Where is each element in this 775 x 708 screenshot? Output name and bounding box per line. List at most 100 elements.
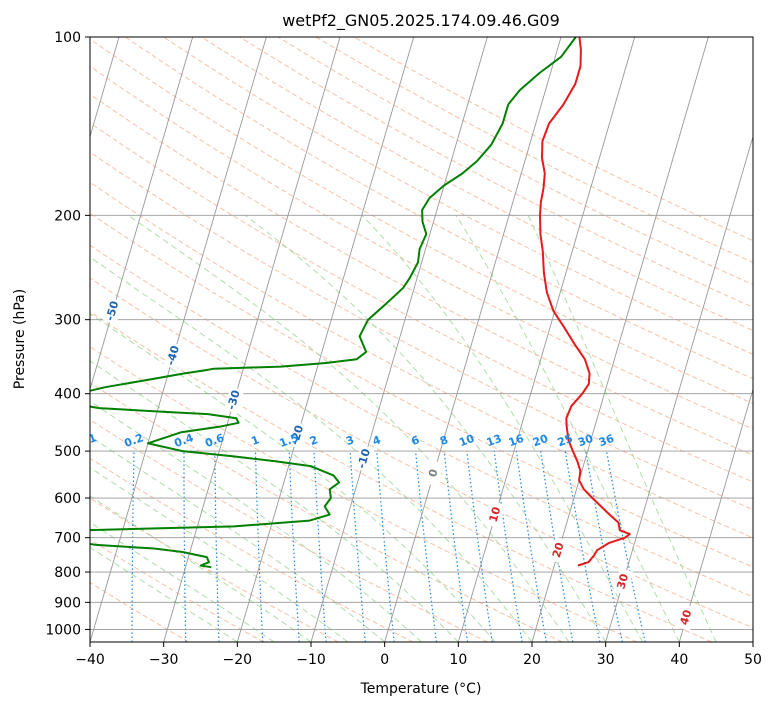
- dry-adiabat-line: [90, 538, 264, 642]
- x-tick-label: 40: [670, 652, 688, 668]
- mixing-ratio-line: [214, 451, 220, 642]
- y-tick-label: 700: [54, 531, 81, 547]
- mixing-ratio-label: 0.2: [122, 431, 145, 450]
- isotherm-line: [90, 37, 267, 642]
- isotherm-label: 10: [487, 505, 504, 524]
- y-tick-label: 300: [54, 313, 81, 329]
- mixing-ratio-label: 4: [371, 433, 383, 448]
- mixing-ratio-line: [443, 451, 469, 642]
- isotherm-label: 20: [550, 541, 567, 560]
- x-tick-label: 20: [523, 652, 541, 668]
- x-tick-label: 10: [449, 652, 467, 668]
- moist-adiabat-line: [244, 214, 607, 642]
- mixing-ratio-line: [376, 451, 395, 642]
- mixing-ratio-label: 2: [308, 433, 320, 448]
- mixing-ratio-line: [415, 451, 437, 642]
- isotherm-label: 40: [678, 608, 695, 627]
- isotherm-label-bg: [102, 297, 123, 325]
- mixing-ratio-line: [82, 451, 87, 642]
- isotherm-label-bg: [354, 445, 375, 473]
- mixing-ratio-label: 10: [457, 432, 476, 450]
- mixing-ratio-label: 6: [410, 433, 422, 448]
- isotherm-label: -10: [355, 447, 373, 470]
- mixing-ratio-line: [466, 451, 493, 642]
- mixing-ratio-line: [605, 450, 646, 642]
- isobars: [90, 37, 753, 630]
- isotherm-label-bg: [676, 604, 697, 632]
- dry-adiabat-line: [125, 37, 753, 380]
- dry-adiabat-line: [90, 382, 563, 642]
- isotherm-line: [752, 640, 753, 642]
- x-tick-label: 30: [597, 652, 615, 668]
- isotherm-label: -60: [42, 256, 60, 279]
- x-tick-label: −40: [75, 652, 105, 668]
- mixing-ratio-label: 0.1: [76, 431, 99, 450]
- isotherm-label: -30: [225, 388, 243, 411]
- plot-frame: [89, 36, 754, 643]
- dewpoint-profile-line: [90, 37, 577, 569]
- isotherm-line: [678, 387, 753, 642]
- y-tick-label: 500: [54, 444, 81, 460]
- mixing-ratio-label: 20: [531, 432, 550, 450]
- moist-adiabat-line: [90, 360, 459, 642]
- mixing-ratio-label: 36: [597, 432, 616, 450]
- chart-title: wetPf2_GN05.2025.174.09.46.G09: [282, 11, 560, 31]
- mixing-ratio-line: [564, 451, 601, 642]
- mixing-ratio-line: [183, 451, 187, 642]
- dry-adiabat-line: [90, 181, 753, 539]
- dry-adiabat-line: [353, 37, 753, 242]
- isotherms: [90, 37, 753, 642]
- isotherm-label-bg: [0, 208, 2, 235]
- profile-series: [90, 37, 631, 569]
- contour-labels: -100-90-80-70-60-50-40-30-20-10010203040…: [0, 208, 697, 632]
- y-tick-label: 600: [54, 491, 81, 507]
- x-axis: −40 −30 −20 −10 0 10 20 30 40 50: [75, 642, 762, 668]
- dry-adiabat-line: [277, 37, 753, 286]
- x-tick-label: −30: [149, 652, 179, 668]
- moist-adiabat-line: [90, 495, 312, 642]
- moist-adiabat-line: [128, 214, 570, 642]
- mixing-ratio-line: [313, 451, 327, 642]
- dry-adiabat-line: [90, 581, 190, 642]
- dry-adiabat-line: [90, 277, 753, 629]
- moist-adiabat-line: [361, 214, 643, 642]
- mixing-ratio-line: [349, 451, 366, 642]
- x-axis-label: Temperature (°C): [360, 681, 482, 697]
- dry-adiabat-line: [239, 37, 753, 308]
- moist-adiabat-line: [90, 312, 496, 642]
- dry-adiabat-line: [201, 37, 753, 332]
- mixing-ratio-label: 30: [576, 432, 595, 450]
- x-tick-label: 0: [380, 652, 389, 668]
- moist-adiabat-line: [90, 435, 386, 642]
- y-tick-label: 100: [54, 30, 81, 46]
- y-axis: 100 200 300 400 500 600 700 800 900 1000: [45, 30, 90, 638]
- dry-adiabat-line: [90, 244, 753, 598]
- isotherm-label: -40: [164, 344, 182, 367]
- isotherm-line: [90, 37, 194, 391]
- isotherm-label-bg: [613, 568, 634, 595]
- dry-adiabat-line: [90, 419, 488, 642]
- dry-adiabat-line: [90, 93, 753, 456]
- isotherm-line: [163, 37, 341, 642]
- y-axis-label: Pressure (hPa): [12, 289, 28, 389]
- moist-adiabat-line: [455, 215, 680, 642]
- dry-adiabat-line: [90, 311, 712, 642]
- mixing-ratio-line: [288, 451, 300, 642]
- plot-area: -100-90-80-70-60-50-40-30-20-10010203040…: [0, 37, 753, 642]
- moist-adiabats: [90, 214, 717, 642]
- x-tick-label: −20: [223, 652, 253, 668]
- moist-adiabat-line: [527, 215, 717, 642]
- isotherm-label-bg: [485, 501, 506, 529]
- isotherm-line: [310, 37, 488, 642]
- dry-adiabat-line: [163, 37, 753, 355]
- mixing-ratio-line: [493, 451, 523, 642]
- isotherm-line: [236, 37, 415, 642]
- isotherm-label-bg: [224, 386, 245, 414]
- mixing-ratio-label: 0.4: [172, 431, 195, 450]
- y-tick-label: 400: [54, 387, 81, 403]
- isotherm-label: 0: [426, 467, 441, 478]
- isotherm-label: -50: [103, 299, 121, 322]
- dry-adiabat-line: [90, 457, 414, 642]
- temperature-profile-line: [539, 37, 631, 567]
